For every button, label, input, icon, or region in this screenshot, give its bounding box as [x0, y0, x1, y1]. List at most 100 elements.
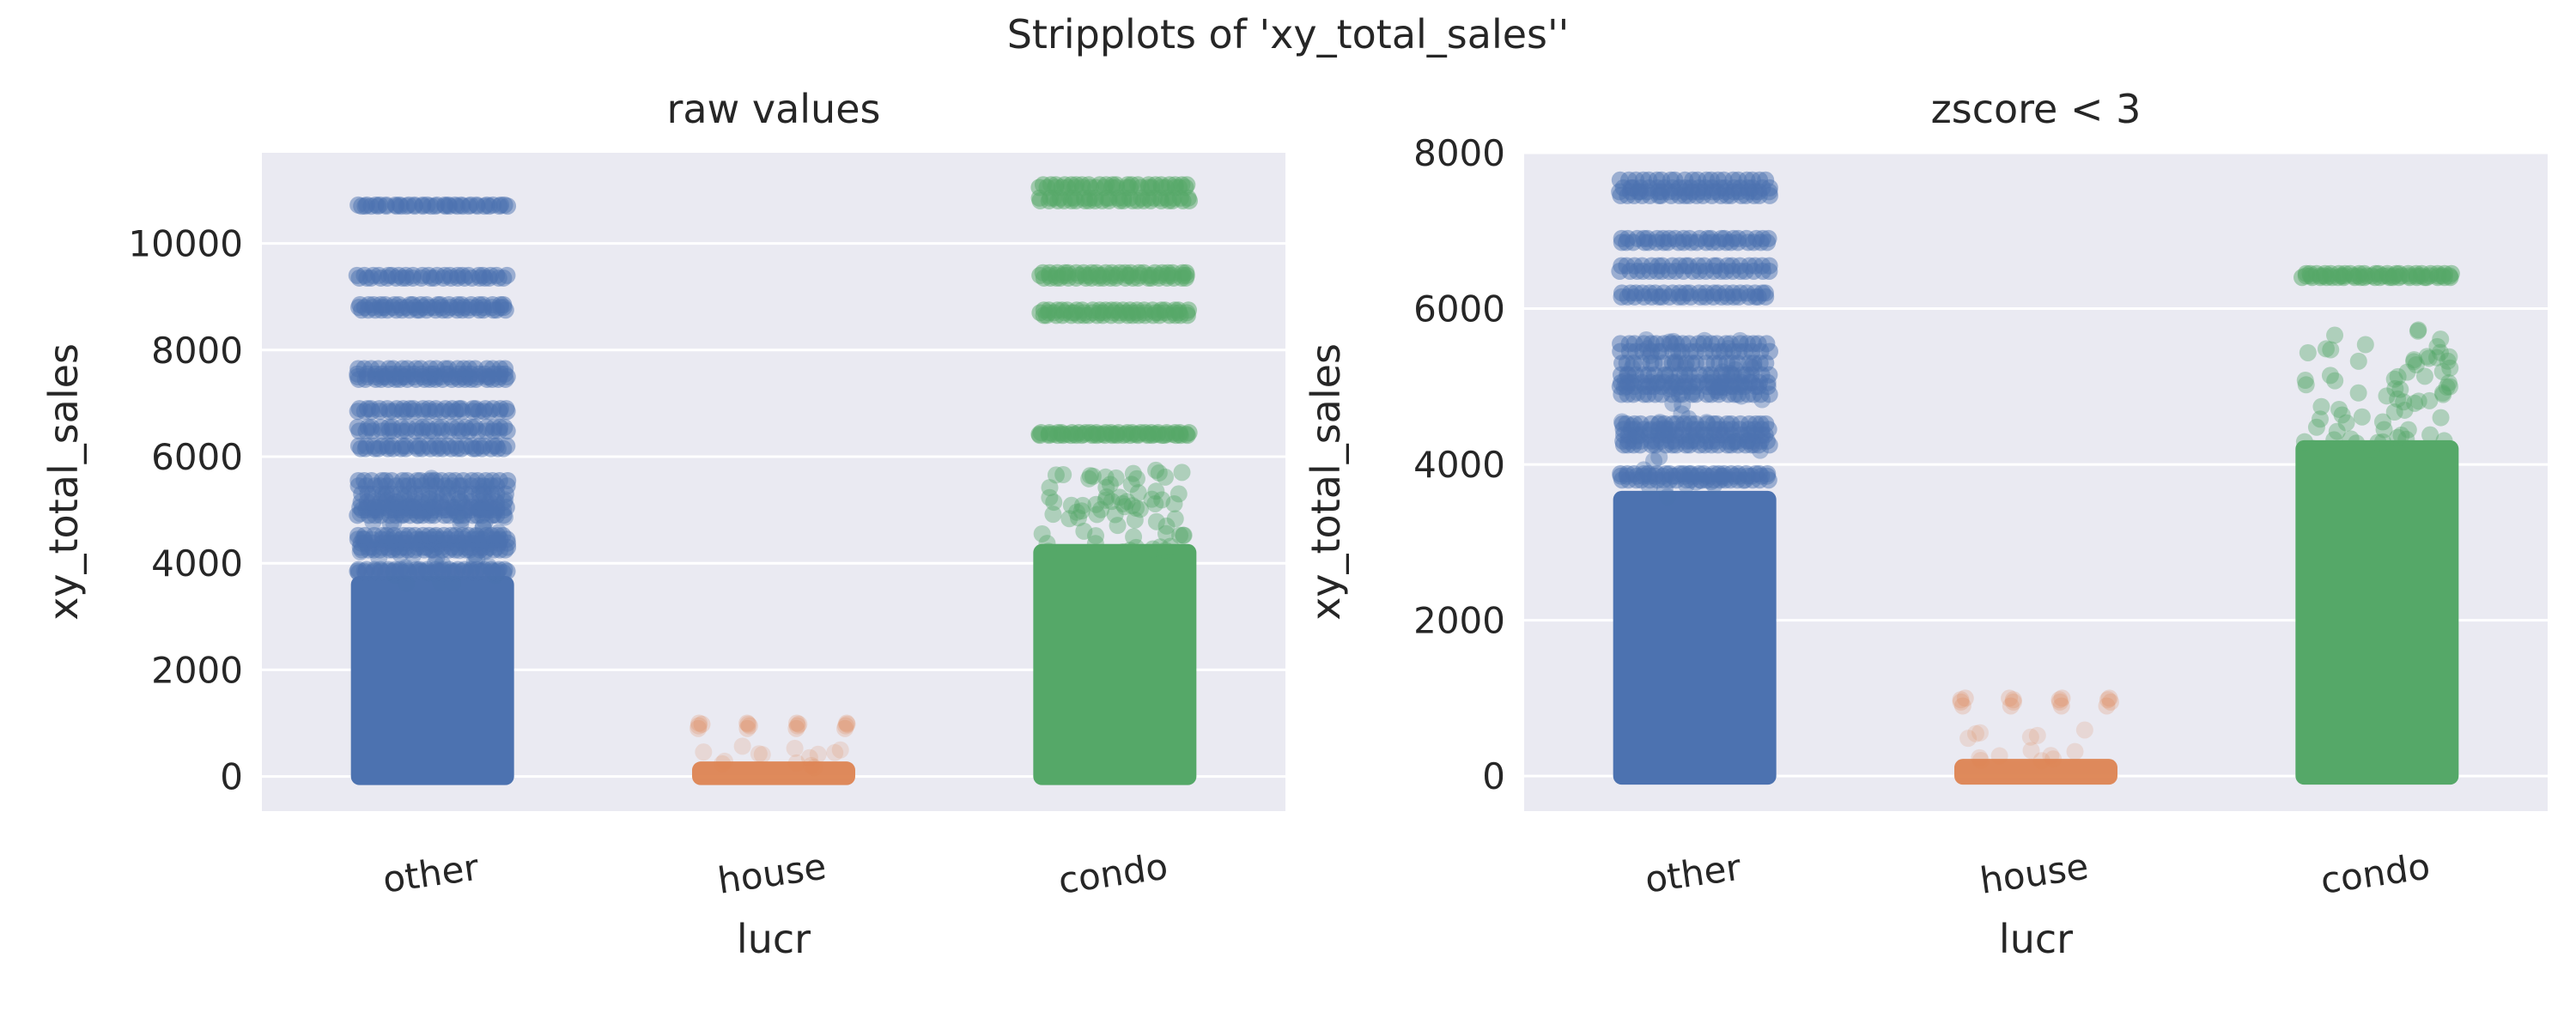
data-point [690, 719, 708, 737]
data-point [1125, 528, 1143, 546]
data-point [2307, 418, 2325, 436]
y-tick-label: 0 [1482, 755, 1505, 797]
data-point [1092, 500, 1110, 518]
data-point [1097, 468, 1115, 486]
data-point [1173, 464, 1191, 482]
data-point [1127, 470, 1145, 488]
data-point [1147, 482, 1165, 500]
data-point [2438, 378, 2456, 396]
data-point [2349, 384, 2367, 402]
data-point [831, 741, 849, 759]
data-point [1044, 506, 1062, 524]
data-point [1177, 264, 1195, 282]
data-point [2042, 747, 2060, 765]
dense-points [2295, 439, 2459, 785]
data-point [753, 746, 771, 764]
data-point [1157, 468, 1175, 486]
data-point [740, 717, 758, 735]
data-point [2028, 726, 2046, 744]
data-point [2348, 434, 2366, 452]
data-point [1971, 724, 1990, 742]
data-point [1171, 526, 1189, 544]
data-point [2356, 336, 2374, 354]
dense-points [692, 761, 855, 785]
data-point [2428, 337, 2446, 355]
data-point [1758, 335, 1776, 353]
data-point [1151, 538, 1170, 556]
y-tick-label: 10000 [128, 223, 243, 265]
data-point [733, 737, 751, 755]
data-point [787, 719, 805, 737]
data-point [2432, 330, 2450, 348]
data-point [2433, 363, 2451, 381]
data-point [1072, 502, 1091, 520]
data-point [2101, 693, 2119, 711]
y-tick-label: 8000 [1413, 132, 1505, 174]
data-point [499, 471, 517, 489]
data-point [495, 560, 513, 579]
data-point [2333, 406, 2351, 424]
data-point [1087, 495, 1105, 513]
data-point [1759, 229, 1777, 247]
data-point [2050, 691, 2069, 709]
data-point [1114, 542, 1132, 560]
data-point [2044, 750, 2063, 768]
data-point [2001, 689, 2019, 707]
data-point [2297, 376, 2315, 394]
data-point [1123, 497, 1141, 515]
data-point [2428, 348, 2446, 367]
data-point [1118, 493, 1136, 511]
data-point [1953, 697, 1971, 715]
data-point [2004, 693, 2022, 711]
data-point [1121, 542, 1139, 560]
data-point [466, 360, 484, 378]
data-point [2392, 427, 2410, 445]
data-point [2432, 409, 2450, 427]
data-point [1990, 747, 2008, 765]
data-point [2325, 431, 2343, 449]
data-point [838, 714, 856, 732]
data-point [690, 714, 708, 732]
data-point [1180, 424, 1198, 442]
data-point [1039, 542, 1057, 560]
data-point [2330, 400, 2348, 418]
data-point [2386, 379, 2404, 397]
data-point [2098, 697, 2116, 715]
data-point [2032, 752, 2050, 770]
dense-points [350, 576, 514, 785]
data-point [809, 745, 827, 763]
data-point [1956, 689, 1974, 707]
data-point [2396, 401, 2414, 419]
data-point [2409, 322, 2427, 340]
data-point [1038, 535, 1056, 553]
data-point [2299, 343, 2317, 361]
data-point [1170, 485, 1188, 503]
data-point [1952, 691, 1970, 709]
data-point [1088, 506, 1106, 524]
data-point [800, 748, 818, 766]
data-point [2369, 433, 2387, 451]
strip-other [348, 196, 517, 785]
data-point [2312, 397, 2330, 415]
data-point [1645, 451, 1663, 470]
data-point [2420, 349, 2438, 367]
data-point [2405, 351, 2423, 369]
data-point [2022, 742, 2040, 760]
data-point [1757, 171, 1775, 189]
data-point [1033, 524, 1051, 542]
y-tick-label: 6000 [1413, 288, 1505, 330]
data-point [1101, 476, 1119, 494]
data-point [2362, 439, 2380, 457]
data-point [1959, 730, 1978, 748]
data-point [714, 754, 732, 772]
data-point [1178, 176, 1196, 194]
strip-other [1611, 171, 1779, 785]
data-point [1087, 527, 1105, 545]
data-point [1086, 535, 1104, 553]
subplot-title: zscore < 3 [1931, 86, 2142, 132]
data-point [1175, 526, 1193, 544]
data-point [1180, 301, 1198, 319]
data-point [2317, 340, 2335, 358]
